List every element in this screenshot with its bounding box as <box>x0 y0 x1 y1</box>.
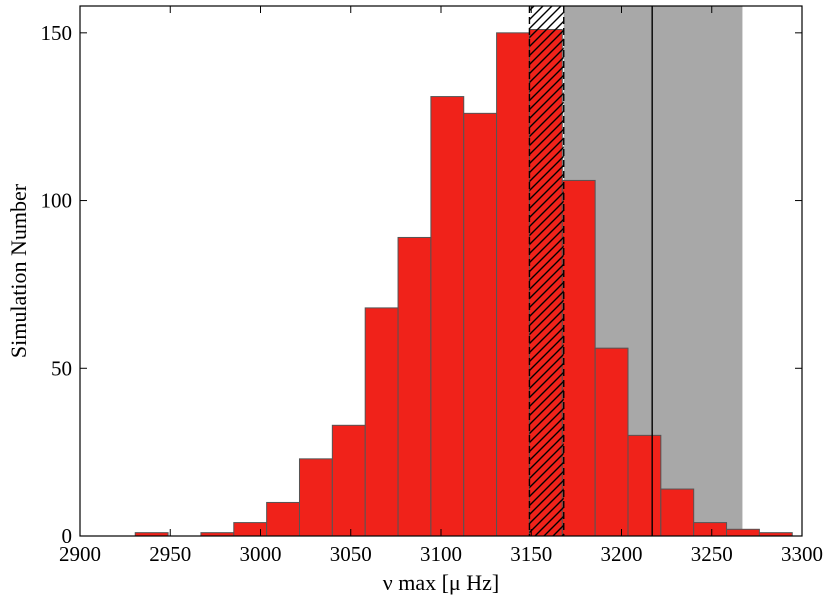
histogram-bar-10 <box>463 112 498 537</box>
histogram-bar-5 <box>298 458 333 537</box>
x-tick-label-3: 3050 <box>330 542 372 566</box>
histogram-bar-11 <box>496 32 530 537</box>
x-tick-label-1: 2950 <box>149 542 191 566</box>
histogram-bar-9 <box>430 96 465 537</box>
x-tick-label-0: 2900 <box>59 542 101 566</box>
x-tick-label-5: 3150 <box>510 542 552 566</box>
y-tick-label-1: 50 <box>51 356 72 380</box>
histogram-bar-16 <box>660 488 695 537</box>
histogram-bar-17 <box>693 522 728 537</box>
y-axis-title: Simulation Number <box>6 183 31 358</box>
x-tick-label-7: 3250 <box>691 542 733 566</box>
y-tick-label-2: 100 <box>41 189 73 213</box>
histogram-bar-18 <box>726 528 760 537</box>
y-tick-label-0: 0 <box>62 524 73 548</box>
y-tick-label-3: 150 <box>41 21 73 45</box>
histogram-bar-3 <box>233 522 268 537</box>
histogram-bar-4 <box>266 501 300 537</box>
tick-layer: 2900 2950 3000 3050 3100 3150 3200 3250 3300 0 50 1… <box>41 6 823 566</box>
histogram-bar-13 <box>561 179 596 537</box>
x-tick-label-4: 3100 <box>420 542 462 566</box>
histogram-bar-8 <box>397 236 432 537</box>
x-tick-label-6: 3200 <box>601 542 643 566</box>
histogram-bar-14 <box>594 347 629 537</box>
x-tick-label-8: 3300 <box>781 542 823 566</box>
histogram-bar-7 <box>364 307 399 537</box>
x-tick-label-2: 3000 <box>240 542 282 566</box>
x-axis-title: ν max [μ Hz] <box>383 570 499 595</box>
hatched-range-band <box>529 6 564 536</box>
overlay-layer <box>528 6 653 536</box>
histogram-bar-6 <box>331 424 366 537</box>
histogram-bar-15 <box>627 434 662 537</box>
